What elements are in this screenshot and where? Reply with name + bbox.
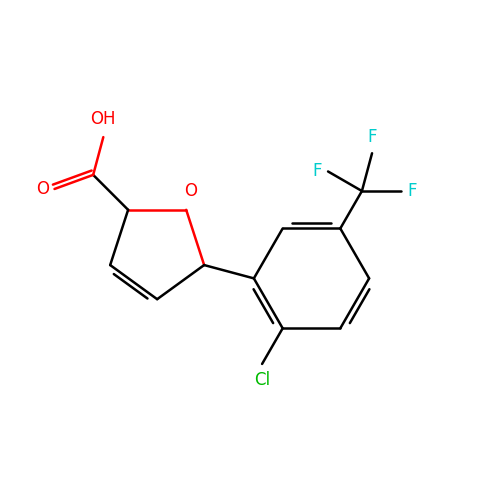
Text: F: F xyxy=(367,128,377,146)
Text: F: F xyxy=(407,182,417,200)
Text: F: F xyxy=(312,162,322,181)
Text: O: O xyxy=(36,180,49,198)
Text: OH: OH xyxy=(91,110,116,128)
Text: Cl: Cl xyxy=(254,371,270,389)
Text: O: O xyxy=(184,182,197,200)
